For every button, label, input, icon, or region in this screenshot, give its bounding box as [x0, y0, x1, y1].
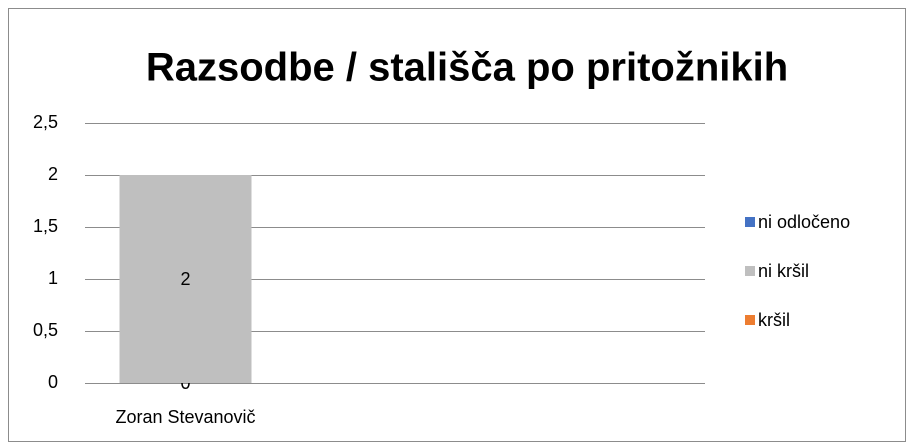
legend-swatch — [745, 315, 755, 325]
y-tick-label: 1 — [48, 268, 58, 288]
legend-label: ni odločeno — [758, 212, 850, 232]
bar-segment — [119, 175, 252, 383]
legend-label: kršil — [758, 310, 790, 330]
legend-label: ni kršil — [758, 261, 809, 281]
y-tick-label: 0,5 — [33, 320, 58, 340]
y-tick-label: 0 — [48, 372, 58, 392]
y-tick-label: 2,5 — [33, 112, 58, 132]
legend-swatch — [745, 217, 755, 227]
x-tick-label: Zoran Stevanovič — [115, 407, 255, 427]
chart-title: Razsodbe / stališča po pritožnikih — [146, 46, 788, 90]
y-tick-label: 1,5 — [33, 216, 58, 236]
data-label: 2 — [180, 269, 190, 289]
y-tick-label: 2 — [48, 164, 58, 184]
legend-swatch — [745, 266, 755, 276]
